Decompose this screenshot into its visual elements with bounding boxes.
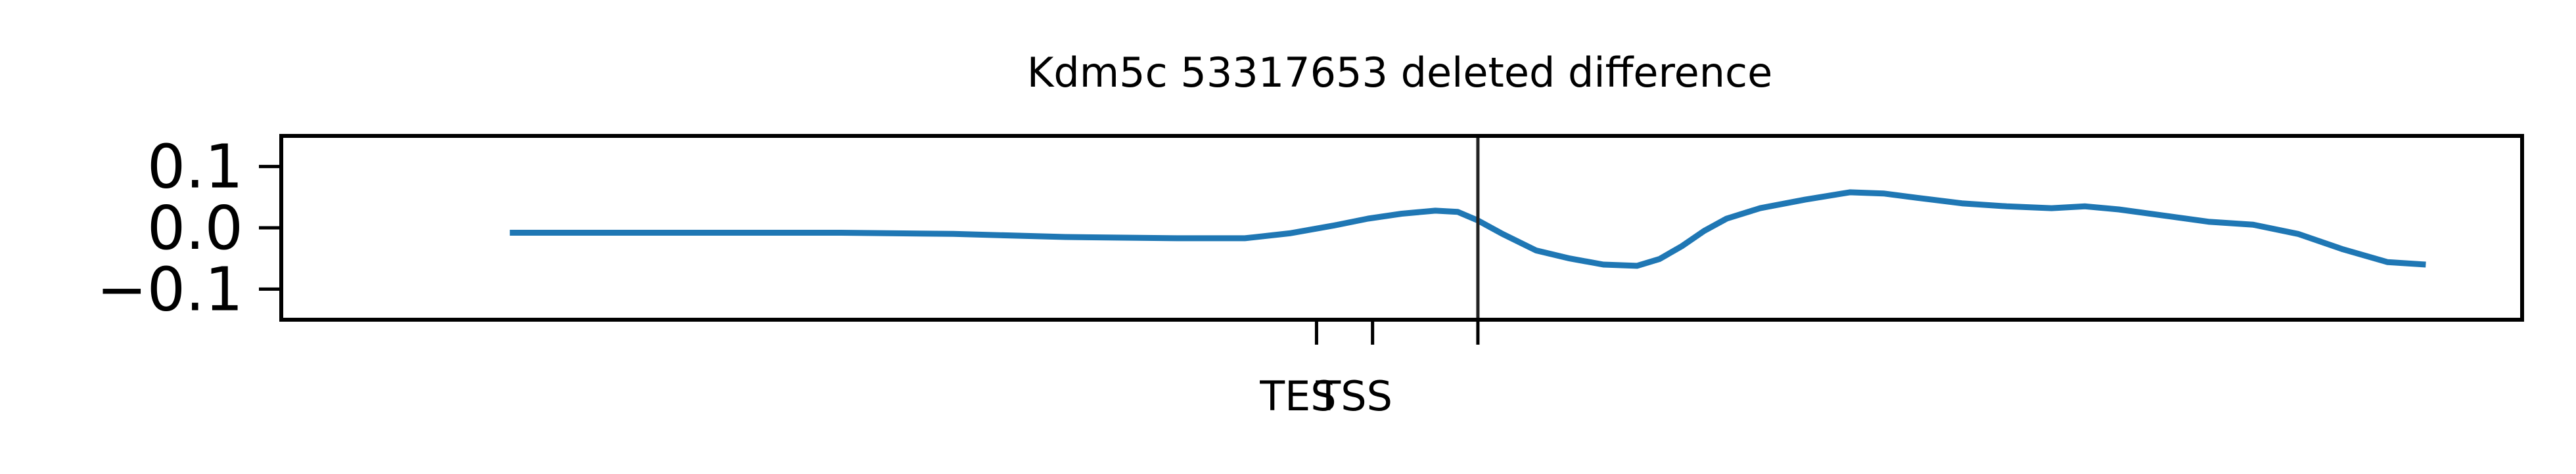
y-tick-label: 0.0 xyxy=(147,193,243,263)
y-axis: 0.10.0−0.1 xyxy=(97,132,281,324)
y-tick-label: 0.1 xyxy=(147,132,243,202)
series-line-0 xyxy=(509,189,2426,269)
y-tick-label: −0.1 xyxy=(97,254,243,324)
x-tick-label: TSS xyxy=(1315,372,1392,420)
plot-frame xyxy=(279,134,2524,322)
chart-title: Kdm5c 53317653 deleted difference xyxy=(1027,49,1773,97)
x-tick-label: TES xyxy=(1259,372,1336,420)
